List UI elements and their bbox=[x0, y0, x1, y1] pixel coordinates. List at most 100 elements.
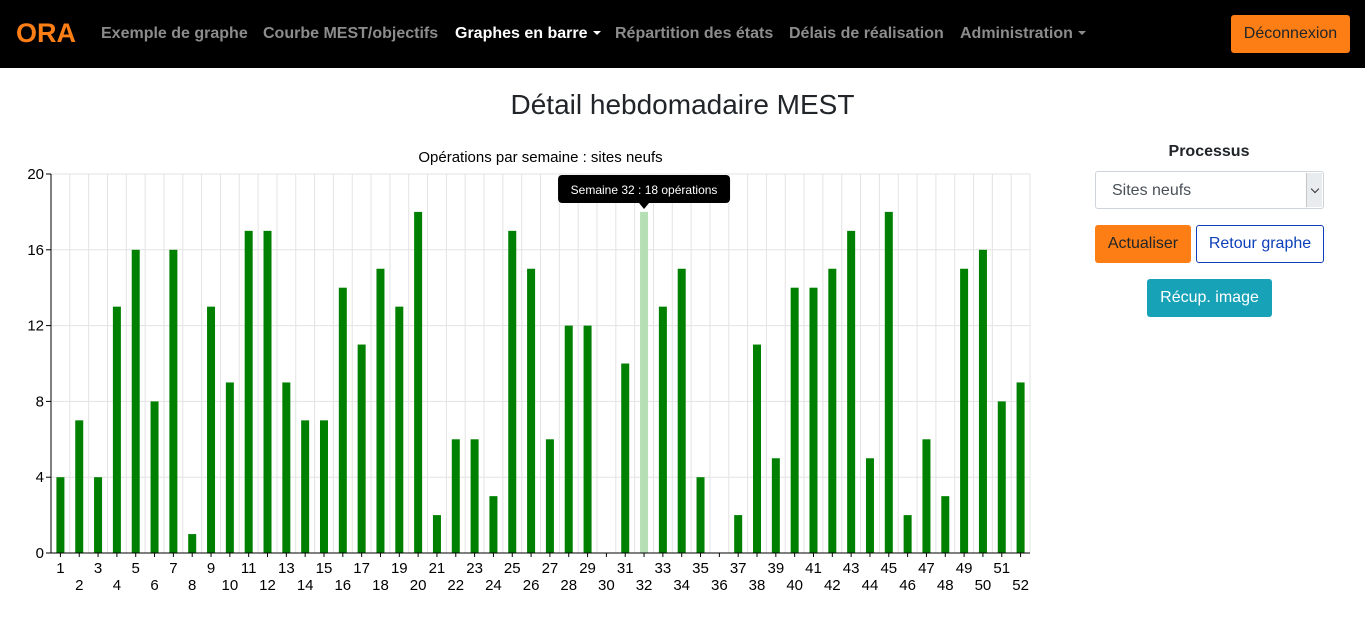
bar bbox=[978, 249, 987, 554]
y-tick-label: 0 bbox=[36, 545, 44, 562]
nav-courbe-mest[interactable]: Courbe MEST/objectifs bbox=[263, 25, 439, 42]
bar bbox=[621, 363, 630, 553]
back-to-graph-button[interactable]: Retour graphe bbox=[1196, 225, 1324, 263]
x-tick-label: 13 bbox=[278, 560, 295, 577]
x-tick-label: 23 bbox=[466, 560, 483, 577]
x-tick-label: 2 bbox=[75, 577, 83, 594]
nav-exemple-graphe[interactable]: Exemple de graphe bbox=[101, 25, 248, 42]
brand-logo[interactable]: ORA bbox=[16, 18, 76, 48]
x-tick-label: 20 bbox=[410, 577, 427, 594]
x-tick-label: 45 bbox=[880, 560, 897, 577]
processus-title: Processus bbox=[1168, 143, 1250, 160]
bar bbox=[865, 458, 874, 553]
x-tick-label: 32 bbox=[636, 577, 653, 594]
x-tick-label: 43 bbox=[843, 560, 860, 577]
chevron-down-icon bbox=[592, 31, 601, 35]
processus-select[interactable]: Sites neufs bbox=[1095, 171, 1324, 209]
bar bbox=[432, 515, 441, 553]
bar bbox=[470, 439, 479, 553]
x-tick-label: 48 bbox=[937, 577, 954, 594]
bar bbox=[583, 325, 592, 553]
bar bbox=[188, 534, 197, 553]
logout-button[interactable]: Déconnexion bbox=[1231, 15, 1350, 53]
bar bbox=[169, 249, 178, 554]
bar bbox=[1016, 382, 1025, 553]
y-tick-label: 8 bbox=[36, 393, 44, 410]
tooltip-arrow bbox=[639, 203, 650, 209]
select-arrow[interactable] bbox=[1306, 173, 1322, 207]
x-tick-label: 35 bbox=[692, 560, 709, 577]
bar bbox=[131, 249, 140, 554]
bar bbox=[640, 211, 649, 553]
bar-chart: Opérations par semaine : sites neufs0481… bbox=[27, 149, 1031, 594]
bar bbox=[244, 230, 253, 553]
bar bbox=[395, 306, 404, 553]
x-tick-label: 40 bbox=[786, 577, 803, 594]
bar bbox=[527, 268, 536, 553]
bar bbox=[696, 477, 705, 553]
x-tick-label: 50 bbox=[975, 577, 992, 594]
chevron-down-icon bbox=[1310, 184, 1320, 194]
nav-graphes-barre[interactable]: Graphes en barre bbox=[455, 25, 601, 43]
bar bbox=[225, 382, 234, 553]
bar bbox=[884, 211, 893, 553]
bar bbox=[282, 382, 291, 553]
nav-delais-realisation[interactable]: Délais de réalisation bbox=[789, 25, 944, 42]
x-tick-label: 18 bbox=[372, 577, 389, 594]
x-tick-label: 21 bbox=[429, 560, 446, 577]
x-tick-label: 34 bbox=[673, 577, 690, 594]
bar bbox=[903, 515, 912, 553]
y-tick-label: 4 bbox=[36, 469, 44, 486]
x-tick-label: 16 bbox=[334, 577, 351, 594]
bar bbox=[997, 401, 1006, 553]
x-tick-label: 51 bbox=[993, 560, 1010, 577]
x-tick-label: 25 bbox=[504, 560, 521, 577]
x-tick-label: 1 bbox=[56, 560, 64, 577]
bar bbox=[319, 420, 328, 553]
nav-administration[interactable]: Administration bbox=[960, 25, 1086, 43]
x-tick-label: 7 bbox=[169, 560, 177, 577]
x-tick-label: 27 bbox=[542, 560, 559, 577]
bar bbox=[414, 211, 423, 553]
x-tick-label: 22 bbox=[447, 577, 464, 594]
bar bbox=[771, 458, 780, 553]
bar bbox=[790, 287, 799, 553]
get-image-button[interactable]: Récup. image bbox=[1147, 279, 1272, 317]
x-tick-label: 11 bbox=[241, 560, 257, 577]
bar bbox=[263, 230, 272, 553]
bar bbox=[960, 268, 969, 553]
x-tick-label: 41 bbox=[805, 560, 822, 577]
y-tick-label: 20 bbox=[27, 166, 44, 183]
bar bbox=[677, 268, 686, 553]
x-tick-label: 30 bbox=[598, 577, 615, 594]
nav-administration-label: Administration bbox=[960, 25, 1073, 42]
x-tick-label: 9 bbox=[207, 560, 215, 577]
y-tick-label: 16 bbox=[27, 242, 44, 259]
y-tick-label: 12 bbox=[27, 318, 44, 335]
bar bbox=[658, 306, 667, 553]
bar bbox=[564, 325, 573, 553]
bar bbox=[301, 420, 310, 553]
x-tick-label: 12 bbox=[259, 577, 276, 594]
bar bbox=[75, 420, 84, 553]
x-tick-label: 5 bbox=[132, 560, 140, 577]
refresh-button[interactable]: Actualiser bbox=[1095, 225, 1191, 263]
x-tick-label: 39 bbox=[767, 560, 784, 577]
chevron-down-icon bbox=[1077, 31, 1086, 35]
x-tick-label: 10 bbox=[222, 577, 239, 594]
x-tick-label: 52 bbox=[1012, 577, 1029, 594]
bar bbox=[489, 496, 498, 553]
x-tick-label: 14 bbox=[297, 577, 314, 594]
bar bbox=[94, 477, 103, 553]
x-tick-label: 15 bbox=[316, 560, 333, 577]
bar bbox=[545, 439, 554, 553]
x-tick-label: 4 bbox=[113, 577, 121, 594]
x-tick-label: 6 bbox=[150, 577, 158, 594]
bar bbox=[150, 401, 159, 553]
bar bbox=[847, 230, 856, 553]
bar bbox=[941, 496, 950, 553]
nav-graphes-barre-label: Graphes en barre bbox=[455, 25, 588, 42]
nav-repartition-etats[interactable]: Répartition des états bbox=[615, 25, 774, 42]
x-tick-label: 24 bbox=[485, 577, 502, 594]
bar bbox=[112, 306, 121, 553]
